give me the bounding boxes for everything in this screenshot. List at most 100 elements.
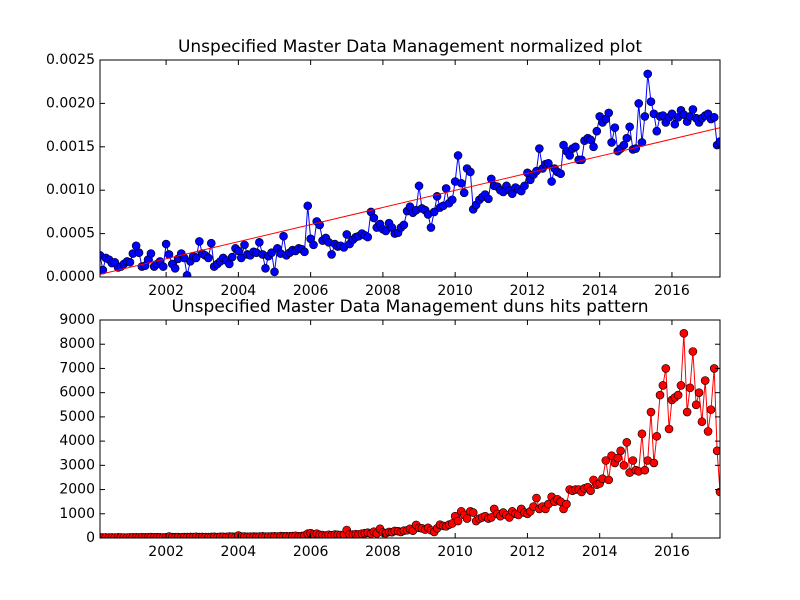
data-point	[592, 126, 602, 136]
data-point	[170, 264, 180, 273]
data-point	[673, 390, 683, 400]
x-tick-label: 2012	[510, 544, 546, 560]
data-point	[468, 508, 478, 517]
data-point	[622, 438, 632, 447]
data-point	[604, 475, 614, 485]
data-point	[182, 270, 192, 277]
y-tick-label: 0	[86, 530, 95, 546]
data-point	[628, 456, 638, 465]
y-tick-label: 6000	[59, 385, 95, 401]
data-point	[688, 105, 698, 114]
x-tick-label: 2002	[148, 544, 184, 560]
data-point	[571, 142, 580, 152]
data-point	[399, 220, 409, 230]
data-point	[429, 207, 439, 217]
data-point	[652, 126, 662, 136]
data-point	[453, 516, 463, 526]
chart-title: Unspecified Master Data Management duns …	[171, 297, 648, 317]
y-tick-label: 1000	[59, 506, 95, 522]
data-point	[544, 158, 553, 168]
data-point	[426, 223, 436, 232]
data-point	[547, 177, 556, 186]
data-point	[670, 119, 680, 129]
data-point	[191, 253, 201, 263]
data-point	[703, 427, 713, 436]
x-tick-label: 2010	[437, 283, 473, 299]
data-point	[562, 499, 571, 509]
x-tick-label: 2016	[654, 283, 690, 299]
data-point	[532, 493, 541, 503]
data-point	[613, 453, 623, 463]
data-point	[604, 108, 614, 118]
y-tick-label: 2000	[59, 482, 95, 498]
x-tick-label: 2004	[221, 544, 257, 560]
data-point	[134, 248, 144, 257]
data-point	[369, 213, 379, 223]
data-point	[363, 232, 373, 242]
data-point	[466, 167, 475, 177]
data-point	[520, 181, 529, 191]
data-point	[679, 329, 689, 338]
data-point	[607, 138, 616, 147]
data-point	[697, 417, 707, 427]
data-point	[706, 405, 716, 414]
axes-frame	[99, 59, 721, 278]
y-tick-label: 0.0000	[46, 269, 95, 285]
x-tick-label: 2008	[365, 544, 401, 560]
data-point	[457, 178, 466, 188]
data-point	[261, 264, 270, 273]
data-point	[535, 144, 544, 153]
data-point	[453, 151, 463, 160]
data-point	[195, 237, 204, 246]
data-point	[637, 429, 647, 439]
data-point	[161, 239, 171, 249]
data-point	[658, 381, 668, 390]
x-tick-label: 2014	[582, 544, 618, 560]
data-point	[634, 99, 644, 108]
data-point	[441, 184, 451, 193]
y-tick-label: 3000	[59, 457, 95, 473]
data-point	[309, 240, 318, 250]
data-point	[556, 169, 565, 179]
data-point	[601, 456, 611, 465]
data-point	[709, 112, 719, 122]
data-point	[414, 181, 424, 191]
y-tick-label: 7000	[59, 360, 95, 376]
x-tick-label: 2012	[510, 283, 546, 299]
x-tick-label: 2008	[365, 283, 401, 299]
data-point	[619, 461, 629, 470]
data-point	[676, 381, 686, 390]
chart-title: Unspecified Master Data Management norma…	[178, 37, 642, 57]
y-tick-label: 4000	[59, 433, 95, 449]
x-tick-label: 2006	[293, 544, 329, 560]
y-tick-label: 9000	[59, 312, 95, 328]
y-tick-label: 0.0005	[46, 226, 95, 242]
data-point	[327, 250, 336, 259]
data-point	[303, 201, 313, 211]
data-point	[664, 424, 674, 434]
data-point	[655, 390, 665, 400]
x-tick-label: 2010	[437, 544, 473, 560]
data-point	[270, 267, 279, 277]
data-point	[279, 231, 288, 241]
data-point	[204, 253, 213, 263]
data-point	[146, 249, 156, 258]
data-point	[267, 248, 276, 257]
data-point	[691, 400, 701, 410]
y-tick-label: 0.0020	[46, 95, 95, 111]
data-point	[652, 431, 662, 441]
data-point	[586, 486, 595, 496]
data-point	[688, 347, 698, 356]
x-tick-label: 2004	[221, 283, 257, 299]
data-point	[694, 388, 704, 397]
data-point	[462, 514, 472, 523]
data-point	[649, 458, 659, 468]
data-point	[640, 465, 650, 475]
y-tick-label: 0.0025	[46, 52, 95, 68]
data-point	[715, 137, 720, 146]
y-tick-label: 0.0015	[46, 139, 95, 155]
axes-frame	[99, 319, 721, 539]
data-point	[589, 142, 598, 152]
